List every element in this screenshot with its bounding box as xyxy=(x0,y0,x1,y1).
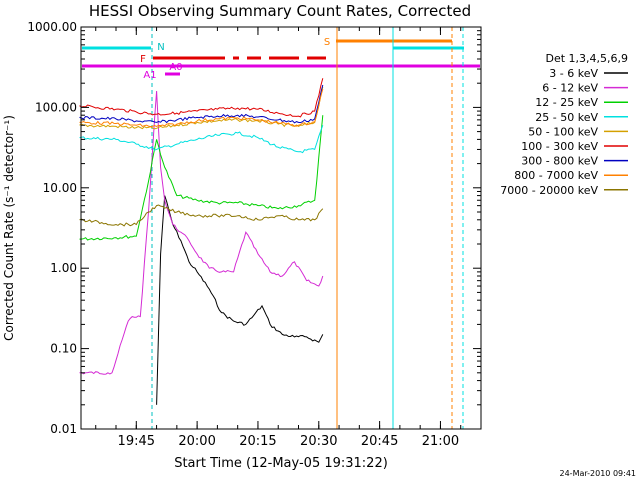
annotation-label: A0 xyxy=(169,62,182,73)
y-tick-label: 0.01 xyxy=(50,422,77,436)
y-tick-label: 100.00 xyxy=(35,100,77,114)
x-tick-label: 19:45 xyxy=(118,434,155,449)
series-line-1 xyxy=(156,195,324,405)
legend-label: 3 - 6 keV xyxy=(549,67,598,80)
y-tick-label: 1000.00 xyxy=(27,20,77,34)
chart-title: HESSI Observing Summary Count Rates, Cor… xyxy=(89,2,471,20)
y-axis: 1000.00 100.00 10.00 1.00 0.10 0.01 xyxy=(27,20,481,436)
annotation-label: F xyxy=(140,54,146,65)
legend-title: Det 1,3,4,5,6,9 xyxy=(545,52,628,65)
series-line-4 xyxy=(79,125,324,154)
series-line-8 xyxy=(79,88,324,128)
x-axis: 19:45 20:00 20:15 20:30 20:45 21:00 xyxy=(95,27,462,449)
x-tick-label: 21:00 xyxy=(422,434,459,449)
footer-date: 24-Mar-2010 09:41 xyxy=(560,469,637,478)
annotation-label: N xyxy=(157,42,164,53)
x-tick-label: 20:00 xyxy=(178,434,215,449)
series-line-7 xyxy=(79,84,324,124)
y-tick-label: 10.00 xyxy=(43,181,77,195)
legend-label: 800 - 7000 keV xyxy=(514,169,598,182)
plot-frame xyxy=(80,26,482,430)
y-axis-label: Corrected Count Rate (s⁻¹ detector⁻¹) xyxy=(2,115,16,341)
series-line-5 xyxy=(79,86,324,130)
series-line-6 xyxy=(79,78,324,118)
series-line-2 xyxy=(79,90,324,375)
legend-label: 12 - 25 keV xyxy=(535,96,598,109)
x-tick-label: 20:45 xyxy=(361,434,398,449)
legend-label: 7000 - 20000 keV xyxy=(500,184,598,197)
y-tick-label: 1.00 xyxy=(50,261,77,275)
x-tick-label: 20:15 xyxy=(239,434,276,449)
y-tick-label: 0.10 xyxy=(50,342,77,356)
series-line-3 xyxy=(79,115,324,241)
legend-label: 300 - 800 keV xyxy=(521,155,598,168)
plot-area: NF A1 A0 S xyxy=(79,27,480,429)
legend-label: 50 - 100 keV xyxy=(528,125,598,138)
legend-label: 100 - 300 keV xyxy=(521,140,598,153)
legend-label: 25 - 50 keV xyxy=(535,111,598,124)
series-line-9 xyxy=(79,204,324,227)
legend-label: 6 - 12 keV xyxy=(542,82,598,95)
annotation-label: S xyxy=(324,37,330,48)
x-tick-label: 20:30 xyxy=(300,434,337,449)
x-axis-label: Start Time (12-May-05 19:31:22) xyxy=(174,456,388,471)
annotation-label: A1 xyxy=(143,70,156,81)
